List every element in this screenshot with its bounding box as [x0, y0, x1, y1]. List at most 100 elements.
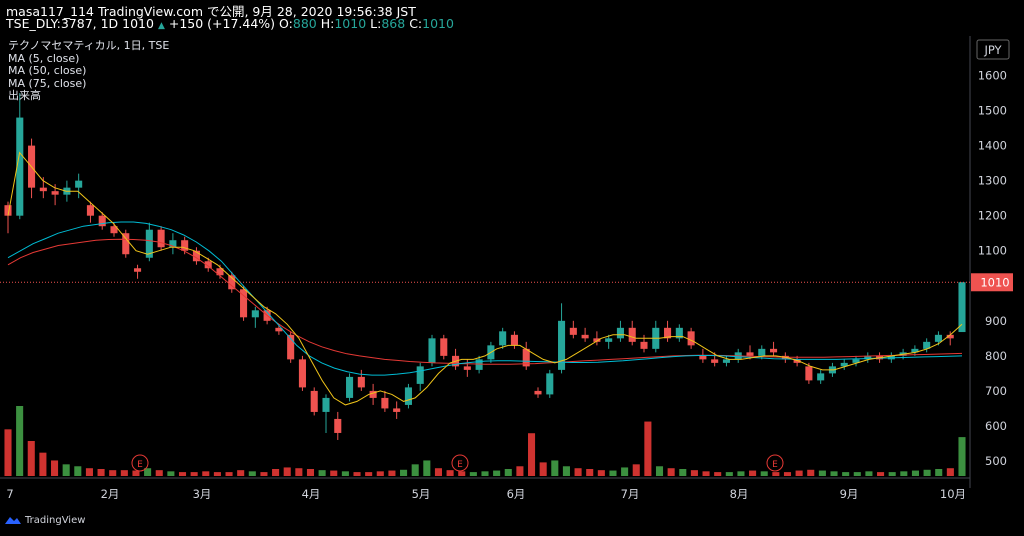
currency-box	[976, 39, 1010, 60]
volume-bar	[900, 471, 908, 476]
candle-body	[593, 338, 601, 342]
candle-body	[357, 376, 365, 388]
last-price-label: 1010	[980, 275, 1009, 289]
y-tick-label: 1100	[978, 244, 1007, 258]
volume-bar	[16, 406, 24, 476]
volume-bar	[306, 469, 315, 476]
x-tick-label: 7	[6, 487, 13, 501]
volume-bar	[330, 470, 338, 476]
volume-bar	[749, 470, 757, 476]
candle-body	[664, 327, 672, 339]
candle-body	[852, 359, 860, 363]
volume-bar	[958, 437, 966, 476]
y-tick-label: 1400	[978, 139, 1007, 153]
last-price-badge	[971, 273, 1013, 292]
volume-bar	[51, 460, 59, 476]
volume-bar	[853, 472, 861, 476]
candle-body	[145, 229, 153, 258]
ticker-label: TSE_DLY:3787, 1D 1010	[6, 16, 154, 31]
volume-bar	[842, 472, 850, 476]
y-tick-label: 900	[985, 314, 1007, 328]
candle-body	[134, 268, 142, 272]
candle-body	[558, 320, 566, 370]
close-value: 1010	[422, 16, 454, 31]
volume-bar	[597, 470, 605, 476]
volume-bar	[714, 472, 722, 476]
candle-body	[711, 359, 719, 363]
volume-bar	[877, 472, 885, 476]
candle-body	[310, 390, 318, 412]
y-tick-label: 1600	[978, 69, 1007, 83]
volume-bar	[946, 468, 954, 476]
candle-body	[346, 376, 354, 398]
volume-bar	[144, 468, 152, 476]
volume-bar	[772, 472, 780, 476]
volume-bar	[248, 471, 256, 476]
volume-bar	[690, 470, 698, 476]
volume-bar	[493, 470, 501, 476]
x-tick-label: 9月	[840, 487, 859, 501]
candle-body	[805, 366, 813, 381]
candle-body	[934, 334, 942, 342]
x-tick-label: 6月	[507, 487, 526, 501]
candle-body	[322, 397, 330, 412]
open-label: O:	[279, 16, 293, 31]
legend-ma50[interactable]: MA (50, close)	[8, 64, 87, 77]
volume-bar	[702, 471, 710, 476]
volume-bar	[516, 466, 524, 476]
candle-body	[581, 334, 589, 339]
volume-bar	[388, 470, 396, 476]
volume-bar	[923, 469, 931, 476]
volume-bar	[574, 468, 582, 476]
volume-bar	[178, 472, 187, 476]
volume-bar	[376, 471, 384, 476]
ohlc-header: TSE_DLY:3787, 1D 1010 ▲ +150 (+17.44%) O…	[6, 16, 454, 31]
legend-ma5[interactable]: MA (5, close)	[8, 51, 80, 65]
candle-body	[958, 282, 966, 333]
price-chart-svg[interactable]: 1600150014001300120011001000900800700600…	[0, 36, 1024, 526]
low-value: 868	[381, 16, 406, 31]
candle-body	[251, 310, 259, 318]
ma5-line	[7, 151, 963, 406]
legend-volume[interactable]: 出来高	[8, 89, 41, 102]
candle-body	[404, 387, 412, 405]
candle-body	[628, 327, 636, 342]
volume-bar	[609, 470, 617, 476]
footer-brand[interactable]: TradingView	[4, 514, 85, 526]
open-value: 880	[292, 16, 317, 31]
candle-body	[605, 338, 613, 342]
volume-bar	[935, 469, 943, 476]
candle-body	[334, 418, 342, 433]
chart-area[interactable]: 1600150014001300120011001000900800700600…	[0, 36, 1024, 526]
candle-body	[181, 240, 189, 251]
candle-body	[946, 334, 954, 339]
volume-bar	[97, 469, 105, 476]
publish-header: masa117_114 TradingView.com で公開, 9月 28, …	[6, 4, 416, 19]
y-tick-label: 1300	[978, 174, 1007, 188]
volume-bar	[655, 466, 664, 476]
volume-bar	[911, 470, 919, 476]
volume-bar	[504, 469, 512, 476]
x-tick-label: 8月	[730, 487, 749, 501]
volume-bar	[760, 471, 768, 476]
volume-bar	[365, 472, 373, 476]
candle-body	[546, 373, 554, 395]
volume-bar	[353, 472, 361, 476]
candle-body	[298, 359, 306, 388]
volume-bar	[586, 469, 594, 476]
volume-bar	[783, 472, 792, 476]
volume-bar	[225, 472, 233, 476]
volume-bar	[74, 466, 82, 476]
volume-bar	[888, 472, 896, 476]
legend-title: テクノマセマティカル, 1日, TSE	[8, 39, 170, 52]
earnings-marker-icon	[131, 454, 149, 472]
candle-body	[16, 117, 24, 216]
candle-body	[616, 327, 624, 339]
legend-ma75[interactable]: MA (75, close)	[8, 76, 87, 90]
volume-bar	[562, 466, 570, 476]
candle-body	[923, 341, 931, 349]
volume-bar	[737, 471, 745, 476]
volume-bar	[458, 471, 466, 476]
candle-body	[240, 289, 248, 318]
volume-bar	[109, 470, 117, 476]
